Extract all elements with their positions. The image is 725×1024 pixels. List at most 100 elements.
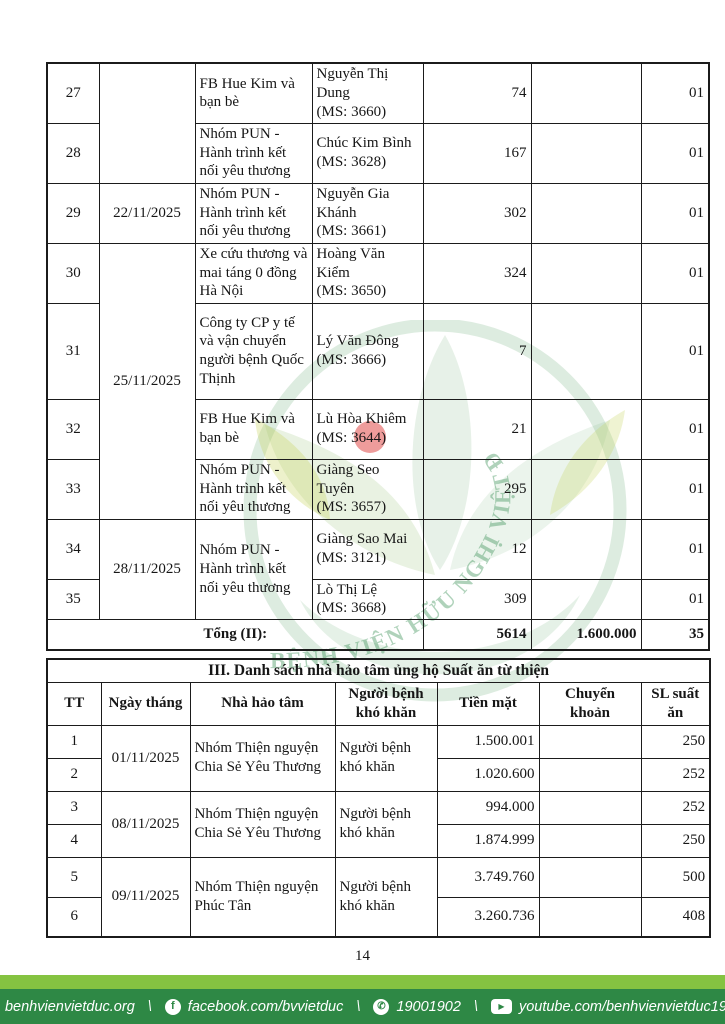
cell-sl: 250 xyxy=(640,724,711,759)
footer-separator: \ xyxy=(473,998,478,1015)
col-header-transfer: Chuyển khoản xyxy=(538,681,642,726)
total-label: Tổng (II): xyxy=(46,619,424,650)
person-ms: (MS: 3657) xyxy=(316,499,387,516)
cell-date: 28/11/2025 xyxy=(98,518,196,620)
person-name: Hoàng Văn Kiểm xyxy=(316,245,385,281)
cell-person: Lý Văn Đông (MS: 3666) xyxy=(311,302,424,400)
cell-group: Xe cứu thương và mai táng 0 đồng Hà Nội xyxy=(194,242,313,304)
cell-tt: 2 xyxy=(46,757,102,792)
cell-transfer xyxy=(538,724,642,759)
cell-tt: 35 xyxy=(46,578,100,620)
cell-sl: 500 xyxy=(640,856,711,898)
cell-tt: 1 xyxy=(46,724,102,759)
total-row: Tổng (II): 5614 1.600.000 35 xyxy=(46,619,710,650)
facebook-icon: f xyxy=(164,998,181,1015)
cell-cash: 324 xyxy=(422,242,532,304)
youtube-icon: ▶ xyxy=(490,999,512,1014)
person-ms: (MS: 3628) xyxy=(316,154,387,170)
cell-donor: Nhóm Thiện nguyện Phúc Tân xyxy=(189,856,336,938)
cell-cash: 1.500.001 xyxy=(436,724,540,759)
cell-cash: 3.749.760 xyxy=(436,856,540,898)
person-name: Nguyễn Thị Dung xyxy=(316,66,389,101)
person-name: Lù Hòa Khiêm xyxy=(316,411,407,428)
person-ms: (MS: 3661) xyxy=(316,223,387,240)
cell-sl: 01 xyxy=(640,122,710,184)
person-name: Lý Văn Đông xyxy=(316,333,399,350)
footer-links: w benhvienvietduc.org \ f facebook.com/b… xyxy=(0,989,725,1024)
cell-sl: 01 xyxy=(640,518,710,580)
cell-tt: 31 xyxy=(46,302,100,400)
cell-person: Nguyễn Gia Khánh (MS: 3661) xyxy=(311,182,424,244)
footer-stripe xyxy=(0,975,725,989)
cell-tt: 3 xyxy=(46,790,102,825)
section-title: III. Danh sách nhà hảo tâm ủng hộ Suất ă… xyxy=(46,658,711,683)
cell-tt: 32 xyxy=(46,398,100,460)
cell-group: Nhóm PUN - Hành trình kết nối yêu thương xyxy=(194,518,313,620)
cell-cash: 167 xyxy=(422,122,532,184)
cell-person: Giàng Sao Mai (MS: 3121) xyxy=(311,518,424,580)
footer-link-youtube[interactable]: ▶ youtube.com/benhvienvietduc1906 xyxy=(490,999,725,1015)
footer-separator: \ xyxy=(356,998,361,1015)
table-row: 3 08/11/2025 Nhóm Thiện nguyện Chia Sẻ Y… xyxy=(46,790,711,858)
table-row: 33 Nhóm PUN - Hành trình kết nối yêu thư… xyxy=(46,458,710,520)
cell-tt: 5 xyxy=(46,856,102,898)
footer-link-facebook[interactable]: f facebook.com/bvvietduc xyxy=(164,998,344,1015)
col-header-cash: Tiền mặt xyxy=(436,681,540,726)
cell-date: 22/11/2025 xyxy=(98,182,196,244)
cell-cash: 994.000 xyxy=(436,790,540,825)
cell-tt: 27 xyxy=(46,62,100,124)
cell-transfer xyxy=(538,856,642,898)
cell-cash: 1.874.999 xyxy=(436,823,540,858)
cell-transfer xyxy=(538,896,642,938)
cell-sl: 01 xyxy=(640,578,710,620)
table-row: 28 Nhóm PUN - Hành trình kết nối yêu thư… xyxy=(46,122,710,184)
cell-date: 08/11/2025 xyxy=(100,790,191,858)
col-header-date: Ngày tháng xyxy=(100,681,191,726)
cell-person: Lò Thị Lệ (MS: 3668) xyxy=(311,578,424,620)
cell-patient: Người bệnh khó khăn xyxy=(334,724,438,792)
cell-tt: 28 xyxy=(46,122,100,184)
cell-person: Lù Hòa Khiêm (MS: 3644) xyxy=(311,398,424,460)
footer-link-phone[interactable]: ✆ 19001902 xyxy=(373,998,461,1015)
cell-donor: Nhóm Thiện nguyện Chia Sẻ Yêu Thương xyxy=(189,724,336,792)
col-header-tt: TT xyxy=(46,681,102,726)
cell-sl: 252 xyxy=(640,790,711,825)
person-ms: (MS: 3666) xyxy=(316,352,387,368)
cell-patient: Người bệnh khó khăn xyxy=(334,790,438,858)
cell-date: 25/11/2025 xyxy=(98,242,196,520)
cell-transfer xyxy=(530,182,642,244)
footer-bar: w benhvienvietduc.org \ f facebook.com/b… xyxy=(0,975,725,1024)
cell-cash: 1.020.600 xyxy=(436,757,540,792)
table-row: 1 01/11/2025 Nhóm Thiện nguyện Chia Sẻ Y… xyxy=(46,724,711,792)
col-header-sl: SL suất ăn xyxy=(640,681,711,726)
cell-cash: 309 xyxy=(422,578,532,620)
footer-link-facebook-label: facebook.com/bvvietduc xyxy=(187,998,344,1015)
person-name: Giàng Sao Mai xyxy=(316,531,408,548)
hands-icon xyxy=(300,595,580,675)
cell-person: Nguyễn Thị Dung (MS: 3660) xyxy=(311,62,424,124)
phone-icon: ✆ xyxy=(373,998,390,1015)
cell-transfer xyxy=(538,757,642,792)
meal-donation-table-section3: III. Danh sách nhà hảo tâm ủng hộ Suất ă… xyxy=(46,658,712,938)
cell-person: Hoàng Văn Kiểm (MS: 3650) xyxy=(311,242,424,304)
col-header-donor: Nhà hảo tâm xyxy=(189,681,336,726)
cell-sl: 01 xyxy=(640,242,710,304)
cell-sl: 01 xyxy=(640,458,710,520)
cell-transfer xyxy=(530,302,642,400)
cell-transfer xyxy=(538,823,642,858)
cell-transfer xyxy=(530,398,642,460)
cell-group: FB Hue Kim và bạn bè xyxy=(194,62,313,124)
table-row: 2 1.020.600 252 xyxy=(46,757,711,792)
footer-link-website-label: benhvienvietduc.org xyxy=(4,998,135,1015)
section-title-row: III. Danh sách nhà hảo tâm ủng hộ Suất ă… xyxy=(46,658,711,683)
donation-table-section2: 27 FB Hue Kim và bạn bè Nguyễn Thị Dung … xyxy=(46,62,710,651)
cell-date: 01/11/2025 xyxy=(100,724,191,792)
cell-date: 09/11/2025 xyxy=(100,856,191,938)
cell-cash: 12 xyxy=(422,518,532,580)
cell-transfer xyxy=(530,578,642,620)
cell-person: Chúc Kim Bình (MS: 3628) xyxy=(311,122,424,184)
footer-link-phone-label: 19001902 xyxy=(396,998,461,1015)
cell-sl: 01 xyxy=(640,62,710,124)
footer-link-website[interactable]: w benhvienvietduc.org xyxy=(0,999,135,1015)
